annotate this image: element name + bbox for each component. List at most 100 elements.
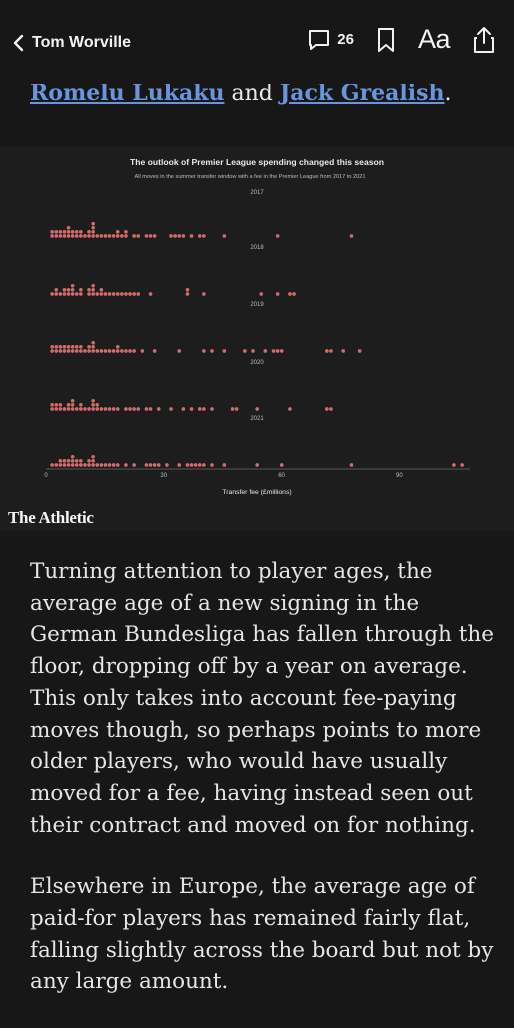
data-point bbox=[156, 463, 161, 467]
data-point bbox=[83, 234, 87, 238]
data-point bbox=[58, 459, 63, 463]
share-button[interactable] bbox=[472, 26, 496, 54]
data-point bbox=[120, 234, 124, 238]
data-point bbox=[87, 292, 91, 296]
bookmark-button[interactable] bbox=[376, 27, 396, 53]
text-size-button[interactable]: Aa bbox=[417, 24, 451, 54]
data-point bbox=[70, 349, 75, 353]
data-point bbox=[66, 403, 71, 407]
data-point bbox=[210, 349, 214, 353]
data-point bbox=[148, 234, 153, 238]
data-point bbox=[91, 407, 95, 411]
link-jack-grealish[interactable]: Jack Grealish bbox=[279, 80, 445, 106]
data-point bbox=[132, 234, 136, 238]
data-point bbox=[169, 234, 173, 238]
data-point bbox=[66, 230, 71, 234]
data-point bbox=[58, 403, 63, 407]
data-point bbox=[70, 454, 75, 459]
data-point bbox=[74, 349, 79, 353]
data-point bbox=[255, 463, 259, 467]
data-point bbox=[103, 234, 108, 238]
data-point bbox=[99, 292, 104, 296]
data-point bbox=[66, 292, 71, 296]
data-point bbox=[70, 230, 75, 234]
comments-button[interactable]: 26 bbox=[307, 28, 354, 52]
data-point bbox=[169, 407, 173, 411]
x-tick-label: 60 bbox=[278, 473, 285, 479]
data-point bbox=[107, 292, 112, 296]
data-point bbox=[54, 288, 59, 292]
data-point bbox=[120, 292, 124, 296]
year-label-2020: 2020 bbox=[250, 360, 264, 366]
back-button[interactable]: Tom Worville bbox=[12, 28, 131, 58]
data-point bbox=[79, 459, 83, 463]
data-point bbox=[66, 225, 71, 230]
data-point bbox=[79, 349, 83, 353]
data-point bbox=[136, 407, 141, 411]
data-point bbox=[50, 292, 54, 296]
year-label-2017: 2017 bbox=[250, 190, 264, 196]
data-point bbox=[50, 407, 54, 411]
data-point bbox=[70, 234, 75, 238]
data-point bbox=[279, 463, 284, 467]
data-point bbox=[202, 463, 206, 467]
data-point bbox=[58, 292, 63, 296]
data-point bbox=[66, 345, 71, 349]
data-point bbox=[54, 292, 59, 296]
data-point bbox=[210, 463, 214, 467]
data-point bbox=[50, 234, 54, 238]
data-point bbox=[74, 230, 79, 234]
data-point bbox=[202, 234, 206, 238]
article-body: Turning attention to player ages, the av… bbox=[30, 556, 494, 1028]
data-point bbox=[83, 349, 87, 353]
brand-logo: The Athletic bbox=[8, 508, 94, 527]
data-point bbox=[177, 234, 182, 238]
data-point bbox=[54, 349, 59, 353]
data-point bbox=[87, 288, 91, 292]
data-point bbox=[87, 459, 91, 463]
data-point bbox=[54, 403, 59, 407]
data-point bbox=[107, 349, 112, 353]
data-point bbox=[222, 349, 227, 353]
data-point bbox=[91, 234, 95, 238]
data-point bbox=[91, 340, 95, 345]
data-point bbox=[181, 407, 186, 411]
data-point bbox=[87, 407, 91, 411]
data-point bbox=[91, 288, 95, 292]
data-point bbox=[87, 463, 91, 467]
data-point bbox=[83, 407, 87, 411]
data-point bbox=[177, 463, 182, 467]
data-point bbox=[95, 234, 100, 238]
data-point bbox=[148, 463, 153, 467]
data-point bbox=[58, 230, 63, 234]
data-point bbox=[91, 225, 95, 230]
data-point bbox=[54, 463, 59, 467]
link-romelu-lukaku[interactable]: Romelu Lukaku bbox=[30, 80, 225, 106]
chart-figure: The outlook of Premier League spending c… bbox=[0, 146, 514, 531]
data-point bbox=[144, 463, 149, 467]
data-point bbox=[140, 349, 145, 353]
data-point bbox=[115, 463, 120, 467]
data-point bbox=[325, 407, 329, 411]
chart-title: The outlook of Premier League spending c… bbox=[130, 157, 384, 167]
data-point bbox=[70, 403, 75, 407]
data-point bbox=[103, 463, 108, 467]
data-point bbox=[165, 463, 169, 467]
data-point bbox=[288, 407, 292, 411]
transfer-fee-chart: The outlook of Premier League spending c… bbox=[44, 157, 470, 496]
data-point bbox=[99, 463, 104, 467]
data-point bbox=[99, 407, 104, 411]
data-point bbox=[115, 349, 120, 353]
x-tick-label: 90 bbox=[396, 473, 403, 479]
data-point bbox=[74, 292, 79, 296]
data-point bbox=[193, 463, 198, 467]
data-point bbox=[132, 407, 136, 411]
data-point bbox=[87, 349, 91, 353]
data-point bbox=[62, 407, 67, 411]
x-tick-label: 30 bbox=[160, 473, 167, 479]
data-point bbox=[91, 403, 95, 407]
data-point bbox=[251, 349, 255, 353]
data-point bbox=[62, 459, 67, 463]
data-point bbox=[50, 403, 54, 407]
data-point bbox=[70, 463, 75, 467]
